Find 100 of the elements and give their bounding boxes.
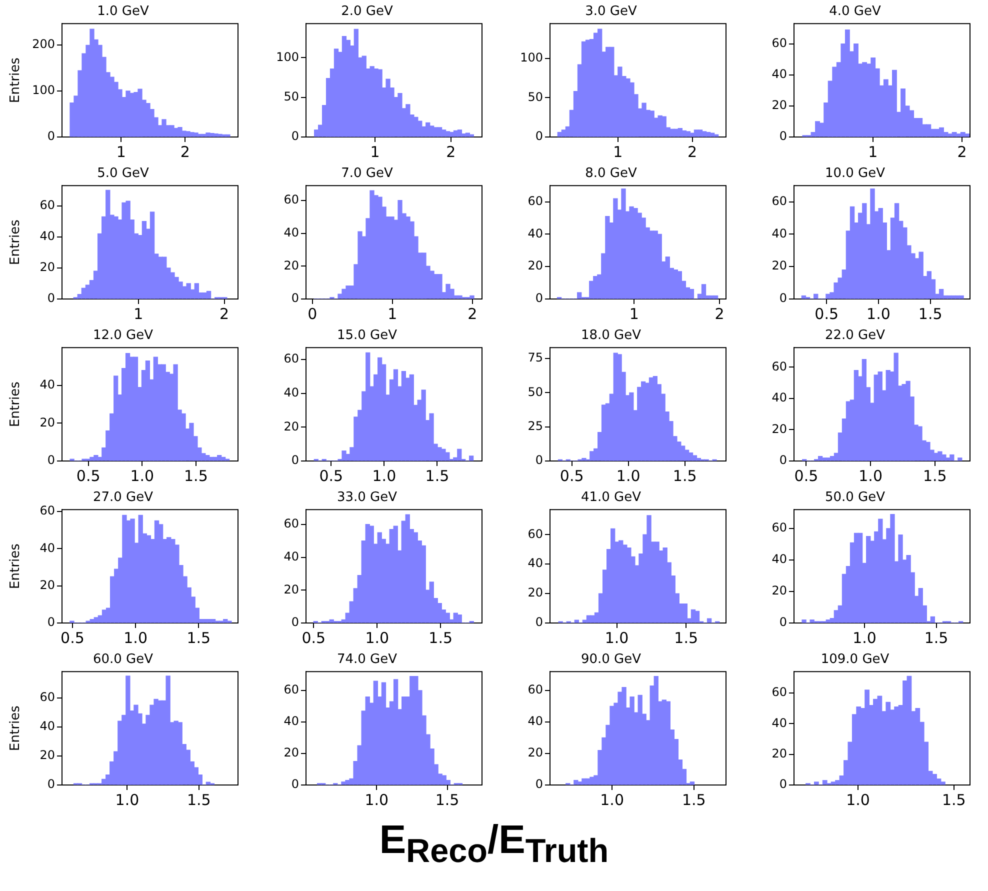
y-tick-label: 40 — [528, 226, 543, 240]
x-tick-label: 1 — [868, 142, 878, 161]
y-tick-label: 20 — [528, 746, 543, 760]
x-tick-label: 1 — [629, 304, 639, 323]
x-tick-label: 2 — [714, 304, 724, 323]
x-tick-label: 1.0 — [616, 466, 640, 485]
chart-title: 2.0 GeV — [341, 4, 393, 20]
y-tick-label: 60 — [40, 690, 55, 704]
y-tick-label: 40 — [284, 225, 299, 240]
y-tick-label: 100 — [520, 50, 543, 64]
x-tick-label: 1.5 — [428, 628, 453, 647]
y-tick-label: 40 — [40, 378, 55, 392]
x-tick-label: 2 — [446, 142, 456, 161]
y-tick-label: 0 — [779, 777, 787, 792]
chart-title: 10.0 GeV — [824, 166, 886, 182]
chart-title: 41.0 GeV — [580, 490, 642, 506]
y-tick-label: 20 — [284, 258, 299, 272]
y-tick-label: 0 — [535, 777, 543, 792]
y-tick-label: 60 — [284, 192, 299, 207]
x-tick-label: 1.5 — [674, 628, 698, 647]
y-tick-label: 0 — [47, 453, 55, 468]
x-tick-label: 0.5 — [319, 466, 344, 485]
y-tick-label: 50 — [528, 90, 543, 104]
y-tick-label: 20 — [284, 746, 299, 760]
y-tick-label: 40 — [772, 552, 787, 566]
chart-title: 18.0 GeV — [580, 328, 642, 344]
x-tick-label: 1 — [613, 142, 623, 161]
y-axis-title: Entries — [8, 57, 24, 103]
x-tick-label: 0.5 — [794, 466, 818, 485]
y-tick-label: 0 — [47, 615, 55, 630]
y-tick-label: 20 — [772, 422, 787, 436]
y-tick-label: 0 — [535, 615, 543, 630]
y-tick-label: 20 — [772, 746, 787, 760]
x-tick-label: 1.5 — [435, 790, 460, 809]
x-tick-label: 1.0 — [846, 790, 870, 809]
y-axis-title: Entries — [8, 543, 24, 589]
y-tick-label: 40 — [772, 716, 787, 730]
x-tick-label: 1.5 — [186, 790, 211, 809]
x-tick-label: 2 — [180, 142, 190, 161]
y-tick-label: 60 — [528, 526, 543, 541]
y-tick-label: 0 — [291, 777, 299, 792]
x-tick-label: 2 — [957, 142, 967, 161]
y-tick-label: 40 — [772, 226, 787, 240]
x-tick-label: 0.5 — [302, 628, 326, 647]
y-tick-label: 0 — [535, 129, 543, 144]
y-tick-label: 0 — [291, 615, 299, 630]
y-tick-label: 0 — [535, 453, 543, 468]
y-axis-title: Entries — [8, 381, 24, 427]
y-tick-label: 0 — [535, 291, 543, 306]
x-tick-label: 0.5 — [60, 628, 84, 647]
y-tick-label: 0 — [779, 291, 787, 306]
chart-title: 22.0 GeV — [824, 328, 886, 344]
y-tick-label: 20 — [40, 578, 55, 592]
x-tick-label: 1.0 — [604, 628, 629, 647]
x-tick-label: 1 — [134, 304, 144, 323]
y-tick-label: 0 — [291, 291, 299, 306]
x-tick-label: 1.5 — [918, 304, 942, 323]
chart-title: 1.0 GeV — [97, 4, 149, 20]
x-tick-label: 2 — [468, 304, 478, 323]
y-tick-label: 0 — [779, 615, 787, 630]
y-tick-label: 200 — [32, 36, 55, 51]
y-tick-label: 20 — [40, 260, 55, 274]
x-tick-label: 1.0 — [600, 790, 624, 809]
x-tick-label: 1.5 — [924, 628, 948, 647]
y-tick-label: 20 — [772, 98, 787, 112]
y-tick-label: 60 — [772, 36, 787, 50]
x-tick-label: 1.5 — [672, 466, 697, 485]
y-tick-label: 20 — [528, 586, 543, 600]
y-tick-label: 60 — [772, 520, 787, 535]
y-tick-label: 25 — [528, 418, 543, 433]
chart-title: 8.0 GeV — [585, 166, 637, 182]
y-tick-label: 20 — [40, 748, 55, 762]
text: E$_{Reco}$/E$_{Truth}$ — [378, 818, 610, 871]
y-tick-label: 0 — [779, 453, 787, 468]
x-tick-label: 1.0 — [364, 790, 389, 809]
y-tick-label: 40 — [40, 228, 55, 243]
x-tick-label: 1.0 — [852, 628, 876, 647]
y-tick-label: 40 — [772, 390, 787, 405]
x-tick-label: 0.5 — [814, 304, 839, 323]
y-tick-label: 20 — [40, 415, 55, 430]
y-tick-label: 60 — [528, 682, 543, 697]
y-axis-title: Entries — [8, 219, 24, 265]
y-tick-label: 0 — [291, 453, 299, 468]
y-tick-label: 60 — [772, 359, 787, 374]
y-tick-label: 20 — [284, 419, 299, 434]
y-tick-label: 100 — [32, 83, 55, 98]
x-tick-label: 1 — [116, 142, 126, 161]
x-tick-label: 2 — [219, 304, 230, 323]
x-tick-label: 1.5 — [942, 790, 966, 809]
y-tick-label: 60 — [40, 504, 55, 518]
y-tick-label: 50 — [528, 384, 543, 399]
y-tick-label: 60 — [772, 685, 787, 700]
y-tick-label: 40 — [284, 549, 299, 564]
y-tick-label: 0 — [47, 291, 55, 306]
y-tick-label: 40 — [284, 714, 299, 728]
chart-title: 60.0 GeV — [92, 652, 154, 668]
chart-title: 109.0 GeV — [820, 652, 890, 668]
x-tick-label: 1.5 — [922, 466, 947, 485]
chart-title: 3.0 GeV — [585, 4, 637, 20]
x-tick-label: 1.0 — [858, 466, 882, 485]
